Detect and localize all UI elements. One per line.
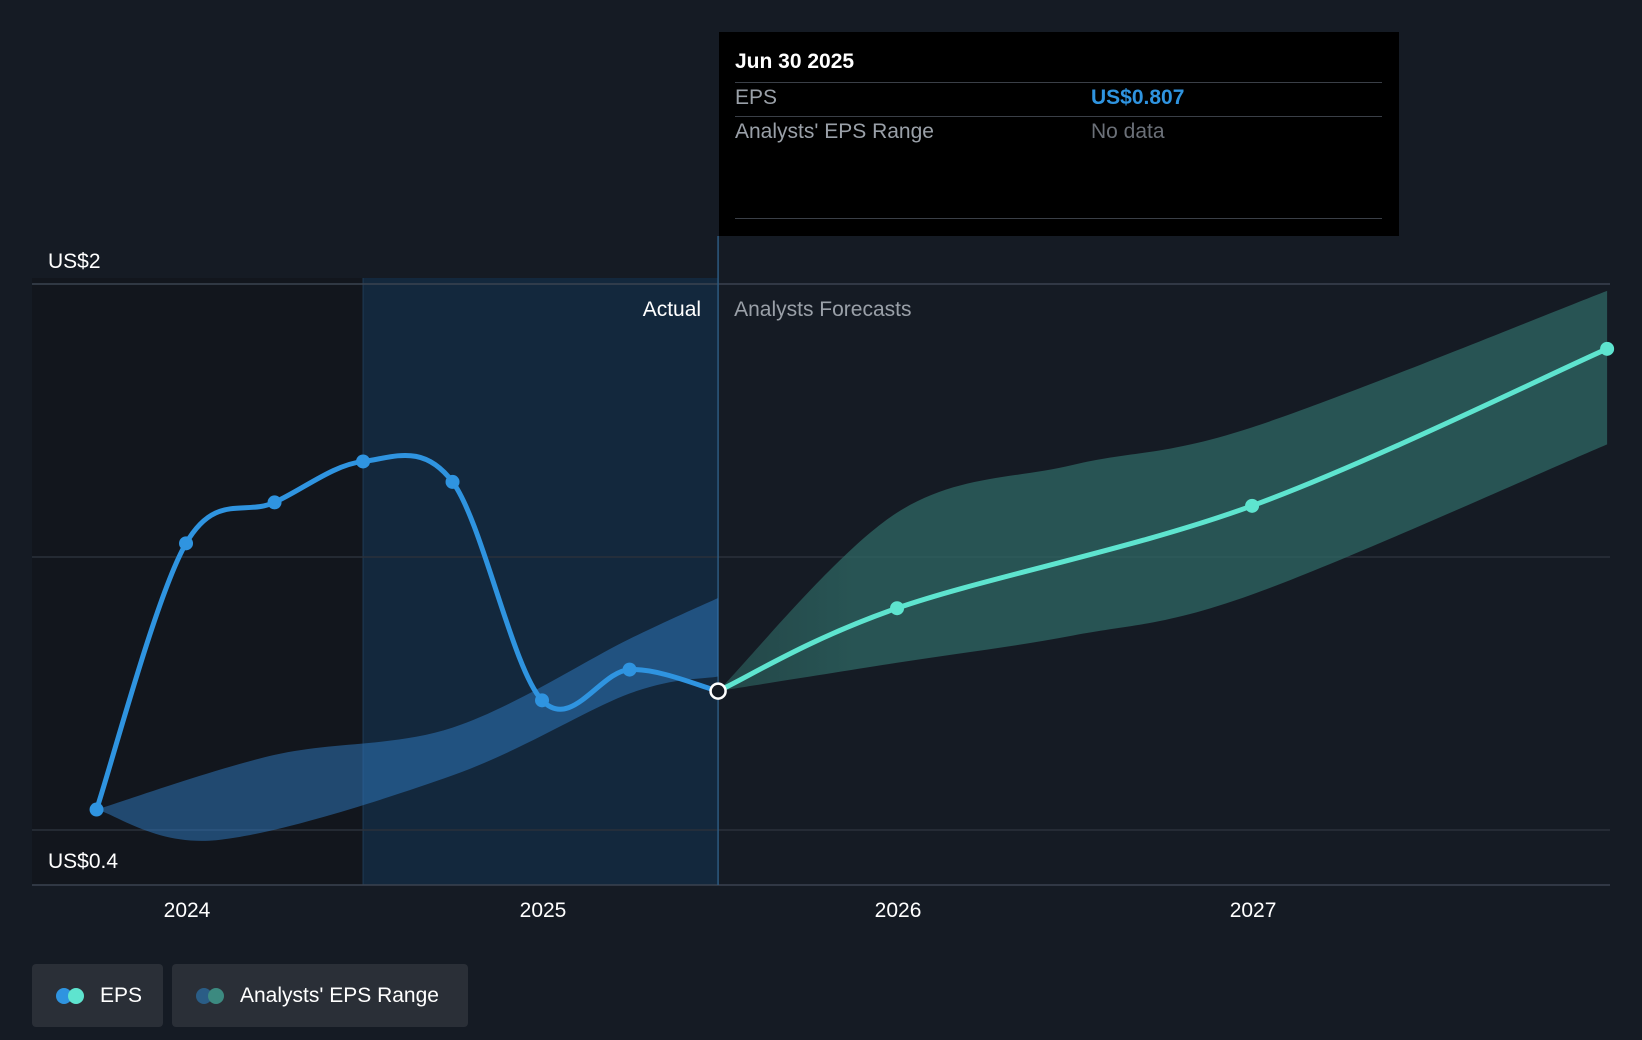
- eps-point: [356, 454, 371, 469]
- tooltip: Jun 30 2025 EPS US$0.807 Analysts' EPS R…: [719, 32, 1399, 236]
- eps-point: [890, 601, 905, 616]
- y-axis-label-min: US$0.4: [48, 850, 118, 873]
- eps-point: [267, 495, 282, 510]
- eps-actual-line: [94, 452, 721, 813]
- eps-point: [535, 693, 550, 708]
- y-axis-label-max: US$2: [48, 250, 101, 273]
- eps-selected-point: [709, 682, 727, 700]
- forecast-region-label: Analysts Forecasts: [734, 298, 911, 321]
- eps-forecast-dot: [68, 987, 84, 1004]
- eps-range-legend-icon: [196, 987, 230, 1005]
- x-tick-label: 2024: [164, 899, 211, 922]
- x-tick-label: 2025: [520, 899, 567, 922]
- tooltip-divider: [735, 218, 1382, 219]
- actual-region-label: Actual: [643, 298, 701, 321]
- tooltip-divider: [735, 82, 1382, 83]
- eps-point: [445, 474, 460, 489]
- tooltip-range-value: No data: [1091, 120, 1165, 143]
- tooltip-range-label: Analysts' EPS Range: [735, 120, 934, 143]
- eps-point: [1245, 498, 1260, 513]
- eps-range-band-actual: [96, 597, 719, 841]
- tooltip-eps-label: EPS: [735, 86, 778, 109]
- eps-point: [179, 536, 194, 551]
- eps-point: [622, 662, 637, 677]
- legend-item-eps-range[interactable]: Analysts' EPS Range: [172, 964, 468, 1027]
- actual-region-highlight: [363, 278, 719, 885]
- tooltip-date: Jun 30 2025: [735, 50, 855, 73]
- eps-point: [1600, 341, 1615, 356]
- legend-label-eps-range: Analysts' EPS Range: [240, 983, 439, 1007]
- x-tick-label: 2027: [1230, 899, 1277, 922]
- legend-item-eps[interactable]: EPS: [32, 964, 163, 1027]
- eps-point: [89, 802, 104, 817]
- eps-range-band-forecast: [718, 290, 1608, 692]
- range-forecast-dot: [208, 987, 224, 1004]
- legend-label-eps: EPS: [100, 983, 143, 1007]
- x-tick-label: 2026: [875, 899, 922, 922]
- tooltip-eps-value: US$0.807: [1091, 86, 1185, 109]
- eps-legend-icon: [56, 987, 90, 1005]
- tooltip-divider: [735, 116, 1382, 117]
- eps-forecast-line: [715, 346, 1610, 694]
